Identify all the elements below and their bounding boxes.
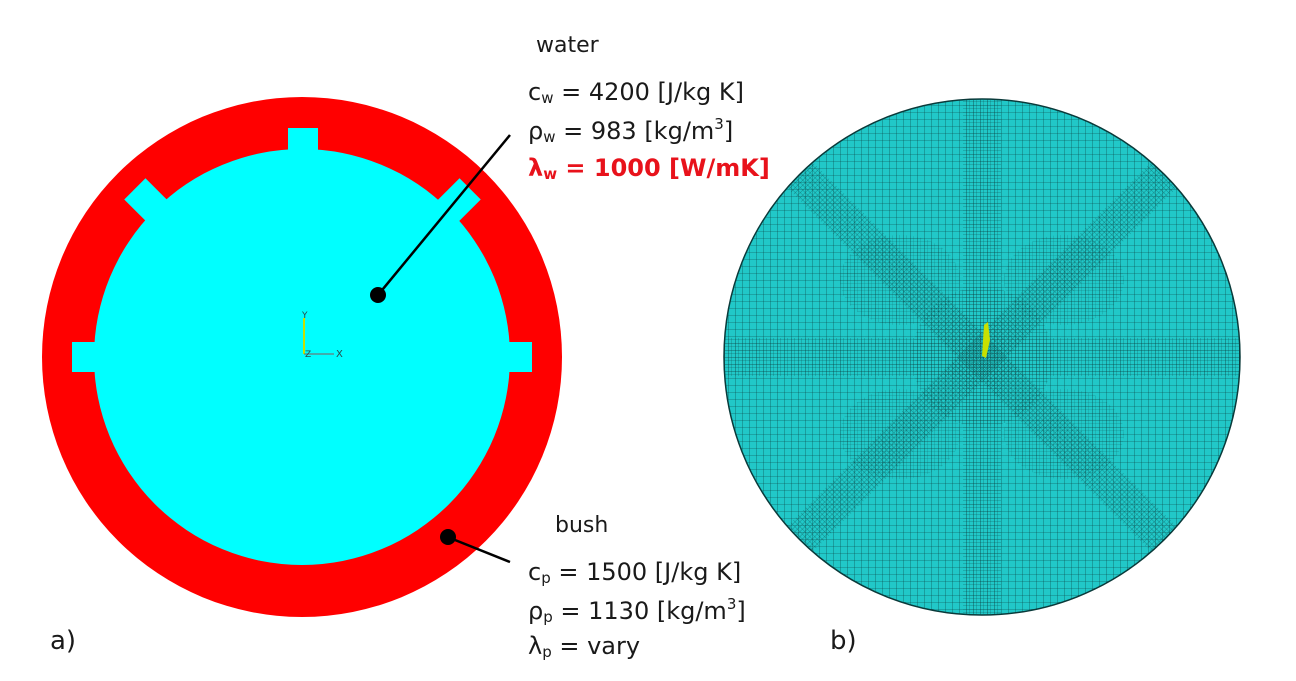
bush-prop-lambda: λp = vary bbox=[528, 634, 640, 660]
panel-a-label: a) bbox=[50, 626, 77, 656]
mesh-swirl-ll bbox=[840, 389, 960, 479]
x-axis-label: X bbox=[336, 349, 343, 360]
bush-rho-tail: ] bbox=[736, 597, 746, 625]
bush-leader-dot bbox=[440, 529, 456, 545]
bush-rho-subscript: p bbox=[543, 608, 553, 626]
mesh-dense-regions bbox=[724, 100, 1240, 614]
slot-top bbox=[288, 128, 318, 164]
water-c-subscript: w bbox=[541, 89, 554, 107]
bush-c-subscript: p bbox=[541, 569, 551, 587]
water-leader-line bbox=[377, 134, 511, 296]
slot-right bbox=[498, 342, 532, 372]
mesh-outline bbox=[723, 98, 1241, 616]
bush-lambda-value: = vary bbox=[551, 632, 641, 660]
water-c-value: = 4200 [J/kg K] bbox=[553, 78, 744, 106]
bush-c-value: = 1500 [J/kg K] bbox=[550, 558, 742, 586]
bush-leader-line bbox=[449, 536, 511, 564]
water-prop-lambda: λw = 1000 [W/mK] bbox=[528, 156, 770, 182]
bush-lambda-subscript: p bbox=[542, 643, 552, 661]
bush-c-symbol: c bbox=[528, 558, 542, 586]
mesh-swirl-ul bbox=[840, 235, 960, 325]
water-heading: water bbox=[536, 33, 599, 58]
mesh-axis-marker bbox=[982, 322, 990, 358]
z-axis-label: Z bbox=[305, 350, 311, 360]
leader-lines bbox=[370, 134, 511, 564]
bush-rho-value: = 1130 [kg/m bbox=[552, 597, 727, 625]
slot-upper-left bbox=[124, 178, 174, 228]
water-lambda-subscript: w bbox=[543, 165, 558, 183]
panel-b-label: b) bbox=[830, 626, 857, 656]
water-prop-rho: ρw = 983 [kg/m3] bbox=[528, 117, 733, 145]
bush-rho-superscript: 3 bbox=[726, 595, 737, 613]
mesh-swirl-lr bbox=[1004, 389, 1124, 479]
bush-rho-symbol: ρ bbox=[528, 597, 544, 625]
water-geometry bbox=[72, 128, 532, 565]
bush-lambda-symbol: λ bbox=[528, 632, 543, 660]
bush-heading: bush bbox=[555, 513, 609, 538]
bush-prop-c: cp = 1500 [J/kg K] bbox=[528, 560, 741, 586]
water-rho-symbol: ρ bbox=[528, 117, 544, 145]
bush-prop-rho: ρp = 1130 [kg/m3] bbox=[528, 597, 746, 625]
mesh-core bbox=[912, 287, 1052, 427]
slot-left bbox=[72, 342, 106, 372]
mesh-model bbox=[724, 99, 1240, 615]
water-rho-tail: ] bbox=[723, 117, 734, 145]
water-rho-subscript: w bbox=[543, 128, 556, 146]
water-lambda-symbol: λ bbox=[528, 154, 544, 182]
water-lambda-value: = 1000 [W/mK] bbox=[557, 154, 770, 182]
water-rho-superscript: 3 bbox=[714, 115, 724, 133]
water-region bbox=[94, 149, 510, 565]
water-prop-c: cw = 4200 [J/kg K] bbox=[528, 80, 744, 106]
water-c-symbol: c bbox=[528, 78, 542, 106]
axis-triad: X Y Z bbox=[301, 311, 343, 360]
water-rho-value: = 983 [kg/m bbox=[555, 117, 715, 145]
y-axis-label: Y bbox=[301, 311, 308, 321]
mesh-swirl-ur bbox=[1004, 235, 1124, 325]
water-leader-dot bbox=[370, 287, 386, 303]
